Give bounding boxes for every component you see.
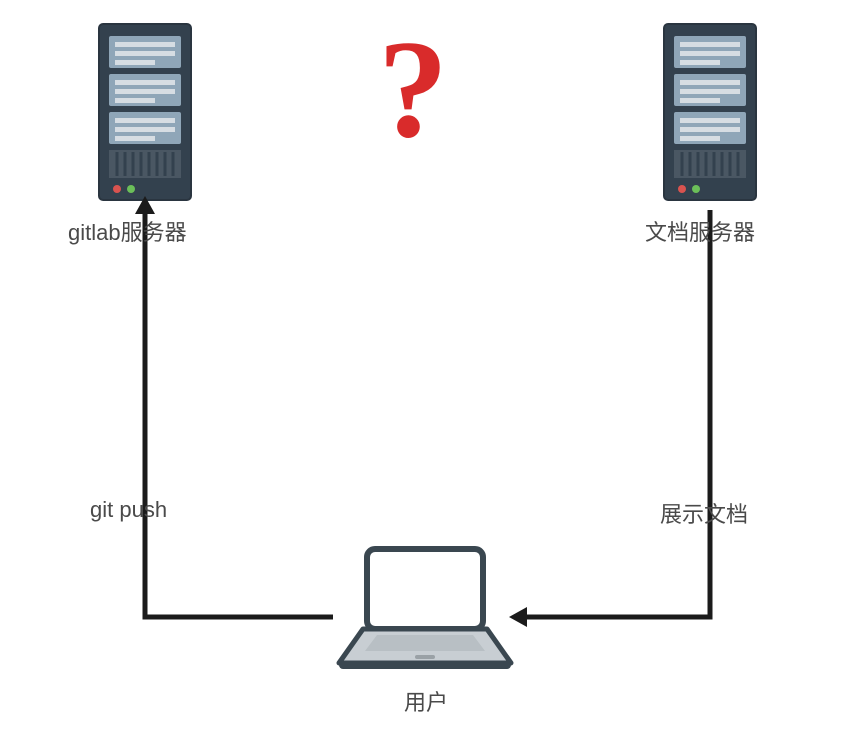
user-label: 用户 [0, 685, 852, 717]
doc-server-label: 文档服务器 [645, 215, 755, 247]
diagram-stage: ? [0, 0, 852, 743]
gitlab-server-icon [95, 22, 195, 202]
laptop-icon [335, 545, 515, 675]
gitlab-server-label: gitlab服务器 [68, 215, 187, 247]
git-push-label: git push [90, 497, 167, 523]
question-mark-icon: ? [378, 20, 448, 160]
doc-server-icon [660, 22, 760, 202]
show-doc-label: 展示文档 [660, 497, 748, 529]
